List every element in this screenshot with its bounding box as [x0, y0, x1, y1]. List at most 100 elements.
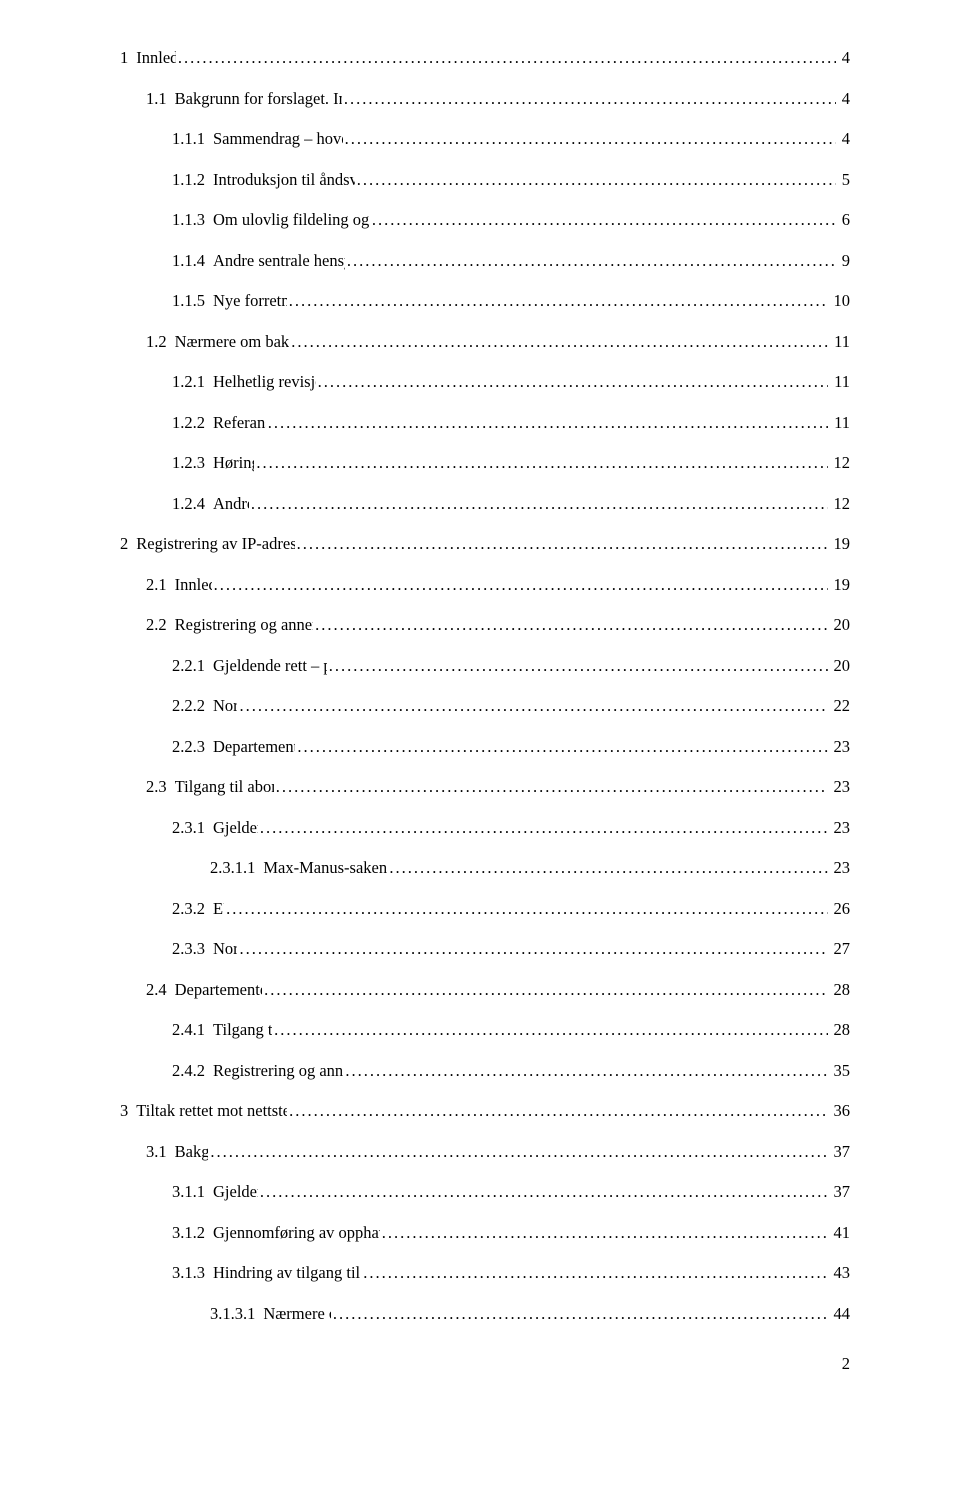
toc-leader-dots: [355, 170, 838, 190]
toc-entry-title: Bakgrunn for forslaget. Innledning og in…: [175, 89, 342, 109]
toc-leader-dots: [274, 777, 830, 797]
toc-entry-page: 43: [830, 1263, 851, 1283]
toc-entry-page: 9: [838, 251, 850, 271]
toc-leader-dots: [254, 453, 829, 473]
toc-leader-dots: [295, 737, 829, 757]
toc-leader-dots: [287, 291, 830, 311]
toc-entry: 3.1.2Gjennomføring av opphavsrettsdirekt…: [120, 1223, 850, 1243]
toc-entry-number: 1.1.3: [172, 210, 213, 230]
toc-leader-dots: [387, 858, 829, 878]
toc-entry-page: 23: [830, 818, 851, 838]
toc-entry-title: Gjeldende rett: [213, 1182, 258, 1202]
toc-entry-number: 1: [120, 48, 136, 68]
toc-entry-title: Andre sentrale hensyn. Avgrensning av fo…: [213, 251, 345, 271]
toc-entry-title: Innledning: [175, 575, 212, 595]
toc-entry-number: 2.2.3: [172, 737, 213, 757]
toc-entry: 2.3.1Gjeldende rett 23: [120, 818, 850, 838]
toc-entry-number: 2.3.1.1: [210, 858, 263, 878]
toc-entry-number: 1.1.4: [172, 251, 213, 271]
toc-leader-dots: [258, 818, 830, 838]
toc-entry-title: Gjeldende rett: [213, 818, 258, 838]
toc-entry-title: Tilgang til abonnentens identitet: [175, 777, 274, 797]
toc-entry-page: 41: [830, 1223, 851, 1243]
toc-entry-title: Departementets vurderinger: [175, 980, 263, 1000]
toc-entry-page: 26: [830, 899, 851, 919]
toc-entry-title: Norden: [213, 939, 237, 959]
toc-entry: 2.3.1.1Max-Manus-saken (Rt. 2010 s. 774)…: [120, 858, 850, 878]
toc-entry-page: 36: [830, 1101, 851, 1121]
toc-entry: 3.1Bakgrunn37: [120, 1142, 850, 1162]
toc-entry: 3.1.1Gjeldende rett37: [120, 1182, 850, 1202]
toc-entry-page: 28: [830, 1020, 851, 1040]
table-of-contents: 1Innledning4 1.1Bakgrunn for forslaget. I…: [120, 48, 850, 1324]
toc-entry: 1.1.1Sammendrag – hovedinnholdet i hørin…: [120, 129, 850, 149]
toc-entry-page: 20: [830, 656, 851, 676]
toc-entry-page: 44: [830, 1304, 851, 1324]
toc-entry: 2.4.1Tilgang til identitet28: [120, 1020, 850, 1040]
toc-leader-dots: [287, 1101, 829, 1121]
toc-entry-title: Innledning: [136, 48, 176, 68]
toc-entry-number: 2.4: [146, 980, 175, 1000]
toc-leader-dots: [361, 1263, 829, 1283]
toc-entry-number: 1.1.5: [172, 291, 213, 311]
toc-entry: 2.3Tilgang til abonnentens identitet23: [120, 777, 850, 797]
toc-entry: 1.2.1Helhetlig revisjon av åndsverkloven…: [120, 372, 850, 392]
toc-entry-title: Nærmere om blokkering: [263, 1304, 331, 1324]
toc-entry-number: 1.1.2: [172, 170, 213, 190]
toc-entry-page: 10: [830, 291, 851, 311]
toc-entry-title: Norden: [213, 696, 237, 716]
toc-entry-page: 22: [830, 696, 851, 716]
toc-entry-title: Tiltak rettet mot nettsted hvor opphavsr…: [136, 1101, 287, 1121]
toc-entry-page: 6: [838, 210, 850, 230]
toc-entry: 2.2.2Norden 22: [120, 696, 850, 716]
toc-leader-dots: [342, 89, 838, 109]
toc-entry-number: 2.2.2: [172, 696, 213, 716]
toc-leader-dots: [266, 413, 830, 433]
toc-entry-number: 2.3.3: [172, 939, 213, 959]
toc-entry-page: 11: [830, 372, 850, 392]
toc-entry-title: Gjennomføring av opphavsrettsdirektivet …: [213, 1223, 380, 1243]
toc-entry: 1.1Bakgrunn for forslaget. Innledning og…: [120, 89, 850, 109]
toc-entry: 1.2.3Høringsmøte12: [120, 453, 850, 473]
toc-entry-title: Hindring av tilgang til nettsted ved sle…: [213, 1263, 361, 1283]
toc-entry-page: 5: [838, 170, 850, 190]
toc-leader-dots: [370, 210, 838, 230]
toc-entry-title: Gjeldende rett – personopplysningsloven: [213, 656, 327, 676]
toc-entry-number: 2.1: [146, 575, 175, 595]
toc-entry: 1.1.2Introduksjon til åndsverklovens ret…: [120, 170, 850, 190]
toc-entry-title: Registrering og annen behandling av IP-a…: [175, 615, 314, 635]
toc-entry-page: 23: [830, 777, 851, 797]
toc-entry-title: Departementets vurderinger: [213, 737, 295, 757]
toc-leader-dots: [176, 48, 838, 68]
toc-entry: 1.1.3Om ulovlig fildeling og andre oppha…: [120, 210, 850, 230]
toc-entry-number: 2.2.1: [172, 656, 213, 676]
toc-entry-title: Om ulovlig fildeling og andre opphavsret…: [213, 210, 370, 230]
toc-entry: 1.1.4Andre sentrale hensyn. Avgrensning …: [120, 251, 850, 271]
toc-entry-number: 3.1.3: [172, 1263, 213, 1283]
toc-entry-title: Høringsmøte: [213, 453, 254, 473]
toc-leader-dots: [249, 494, 830, 514]
toc-entry-title: Sammendrag – hovedinnholdet i høringsnot…: [213, 129, 343, 149]
toc-leader-dots: [289, 332, 830, 352]
toc-entry-number: 3.1.3.1: [210, 1304, 263, 1324]
toc-entry-number: 2.3.2: [172, 899, 213, 919]
toc-entry-number: 3.1.2: [172, 1223, 213, 1243]
toc-entry: 2.2.3Departementets vurderinger 23: [120, 737, 850, 757]
toc-entry-number: 1.2.3: [172, 453, 213, 473]
toc-entry: 2.2.1Gjeldende rett – personopplysningsl…: [120, 656, 850, 676]
toc-entry: 2.1Innledning 19: [120, 575, 850, 595]
toc-entry: 1Innledning4: [120, 48, 850, 68]
toc-entry-title: Bakgrunn: [175, 1142, 209, 1162]
toc-entry-page: 19: [830, 575, 851, 595]
toc-entry-title: Introduksjon til åndsverklovens rettighe…: [213, 170, 355, 190]
toc-entry-page: 23: [830, 858, 851, 878]
toc-entry-number: 2.4.1: [172, 1020, 213, 1040]
toc-leader-dots: [295, 534, 830, 554]
toc-entry-number: 1.2.4: [172, 494, 213, 514]
toc-entry-page: 23: [830, 737, 851, 757]
page-number: 2: [120, 1354, 850, 1374]
toc-entry: 2.3.2EU26: [120, 899, 850, 919]
toc-entry: 2Registrering av IP-adresser mv. og tilg…: [120, 534, 850, 554]
toc-entry: 1.2.4Andre land12: [120, 494, 850, 514]
toc-entry-number: 2.3.1: [172, 818, 213, 838]
